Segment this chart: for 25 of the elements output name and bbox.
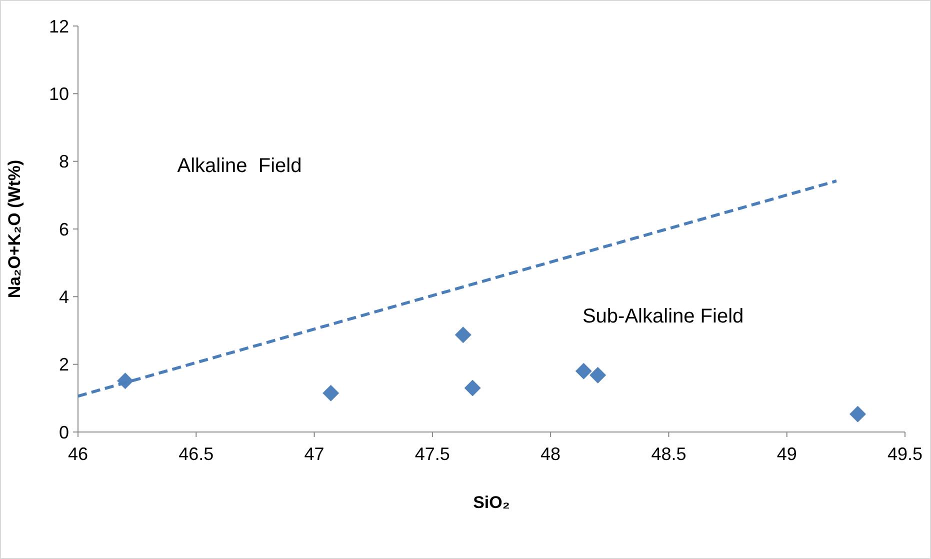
y-tick-label: 2: [58, 354, 69, 375]
x-tick-label: 47: [304, 444, 324, 464]
x-tick-label: 47.5: [414, 444, 450, 464]
annotation: Alkaline Field: [177, 155, 302, 178]
y-tick-label: 4: [58, 286, 69, 307]
x-tick-label: 46.5: [178, 444, 214, 464]
y-axis-title: Na₂O+K₂O (Wt%): [5, 160, 24, 298]
y-tick-label: 8: [58, 152, 69, 172]
x-axis-title: SiO₂: [473, 493, 510, 512]
point: [464, 380, 481, 396]
y-tick-label: 10: [48, 84, 69, 104]
y-tick-label: 6: [58, 219, 69, 240]
y-tick-label: 0: [58, 422, 69, 442]
x-tick-label: 49.5: [887, 444, 923, 464]
point: [575, 362, 592, 380]
x-tick-label: 48: [540, 444, 561, 464]
point: [454, 326, 472, 344]
x-tick-label: 48.5: [651, 444, 686, 464]
x-tick-label: 49: [776, 444, 797, 464]
x-tick-label: 46: [68, 444, 88, 464]
y-tick-label: 12: [48, 16, 69, 36]
point: [590, 366, 606, 384]
point: [322, 384, 340, 402]
annotation: Sub-Alkaline Field: [582, 305, 744, 328]
point: [849, 406, 866, 422]
